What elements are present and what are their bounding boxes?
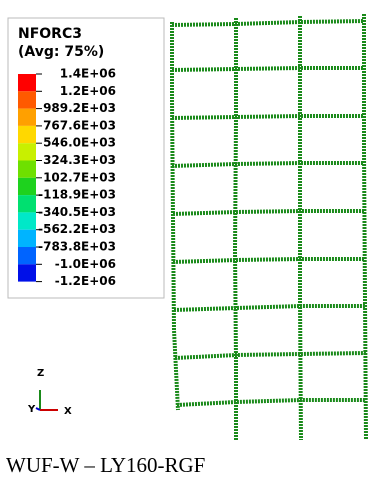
legend-band [18, 161, 36, 178]
legend-label: 767.6E+03 [43, 118, 116, 132]
legend-band [18, 143, 36, 160]
legend-label: -118.9E+03 [38, 188, 116, 202]
legend-band [18, 109, 36, 126]
beam [174, 306, 365, 310]
legend-title: NFORC3 [18, 26, 82, 42]
legend-subtitle: (Avg: 75%) [18, 44, 104, 60]
legend-label: -562.2E+03 [38, 222, 116, 236]
legend-label: 102.7E+03 [43, 170, 116, 184]
z-label: Z [37, 368, 44, 379]
legend-label: 1.2E+06 [60, 84, 116, 98]
axis-triad: Z Y X [27, 368, 72, 417]
legend-label: -783.8E+03 [38, 240, 116, 254]
legend-band [18, 195, 36, 212]
legend-label: 324.3E+03 [43, 153, 116, 167]
beam [172, 21, 364, 25]
legend-band [18, 264, 36, 281]
legend-band [18, 230, 36, 247]
beam [172, 68, 364, 70]
figure: NFORC3 (Avg: 75%) Z Y X WUF-W – LY160-RG… [0, 0, 392, 480]
legend-band [18, 178, 36, 195]
legend-label: -1.0E+06 [55, 257, 116, 271]
beam [175, 353, 366, 358]
frame [172, 14, 366, 440]
legend-label: -340.5E+03 [38, 205, 116, 219]
x-label: X [64, 406, 72, 417]
column [172, 22, 178, 410]
beam [177, 400, 366, 405]
legend-band [18, 126, 36, 143]
beam [173, 259, 365, 262]
legend-band [18, 91, 36, 108]
legend-band [18, 212, 36, 229]
legend-label: -1.2E+06 [55, 274, 116, 288]
legend-label: 1.4E+06 [60, 67, 116, 81]
y-label: Y [27, 404, 36, 415]
column [364, 14, 366, 440]
legend-label: 546.0E+03 [43, 136, 116, 150]
beam [172, 116, 364, 118]
legend-band [18, 74, 36, 91]
caption: WUF-W – LY160-RGF [6, 453, 205, 477]
legend-band [18, 247, 36, 264]
legend-label: 989.2E+03 [43, 101, 116, 115]
column [235, 18, 236, 440]
column [300, 16, 301, 440]
beam [173, 211, 364, 214]
beam [172, 163, 364, 166]
